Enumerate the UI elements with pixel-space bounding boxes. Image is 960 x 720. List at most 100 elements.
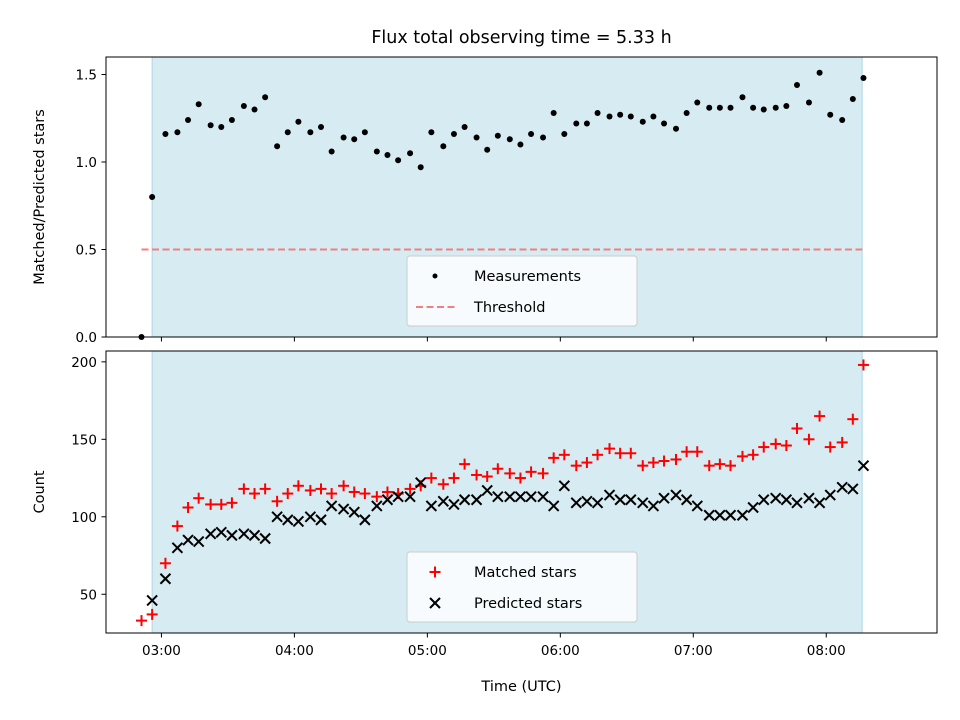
data-point (359, 514, 371, 526)
data-point (215, 526, 227, 538)
data-point (606, 113, 613, 120)
data-point (192, 535, 205, 548)
data-point (561, 131, 568, 137)
legend-marker (429, 597, 441, 609)
data-point (681, 446, 693, 458)
data-point (470, 494, 483, 506)
data-point (371, 500, 383, 512)
data-point (295, 118, 302, 125)
data-point (772, 104, 779, 111)
data-point (670, 489, 682, 501)
x-tick-label: 05:00 (408, 643, 447, 659)
data-point (803, 433, 815, 445)
data-point (537, 467, 549, 479)
data-point (494, 132, 501, 139)
y-tick-label: 1.5 (76, 68, 97, 84)
data-point (481, 484, 493, 497)
data-point (691, 446, 703, 458)
data-point (814, 410, 826, 422)
data-point (182, 501, 194, 513)
data-point (528, 131, 535, 137)
data-point (525, 466, 537, 478)
data-point (207, 122, 214, 129)
data-point (847, 413, 859, 425)
legend-item: Threshold (416, 300, 545, 316)
data-point (694, 99, 701, 106)
data-point (271, 495, 283, 507)
data-point (747, 501, 759, 514)
data-point (351, 136, 358, 143)
data-point (182, 534, 194, 546)
data-point (259, 483, 271, 495)
data-point (791, 497, 803, 509)
data-point (146, 594, 158, 607)
data-point (425, 500, 438, 512)
data-point (736, 509, 749, 521)
data-point (437, 495, 450, 508)
data-point (537, 490, 549, 503)
data-point (750, 104, 757, 111)
data-point (448, 472, 460, 484)
data-point (248, 529, 261, 542)
data-point (614, 494, 626, 506)
data-point (149, 194, 156, 200)
data-point (706, 104, 713, 111)
data-point (381, 494, 394, 506)
series-2 (146, 459, 870, 607)
data-point (658, 455, 670, 467)
data-point (471, 469, 483, 481)
legend-label: Measurements (474, 269, 581, 285)
data-point (680, 494, 693, 506)
data-point (558, 449, 570, 461)
data-point (504, 467, 516, 479)
data-point (857, 359, 869, 371)
data-point (326, 488, 338, 500)
data-point (226, 497, 238, 509)
data-point (171, 520, 183, 532)
data-point (338, 480, 350, 492)
legend-item: Matched stars (429, 565, 577, 581)
data-point (473, 134, 480, 141)
data-point (548, 452, 560, 464)
x-axis-label: Time (UTC) (480, 679, 561, 695)
data-point (240, 103, 247, 109)
data-point (570, 460, 582, 472)
data-point (174, 129, 181, 136)
data-point (461, 124, 468, 130)
data-point (847, 483, 859, 495)
data-point (770, 492, 782, 504)
data-point (361, 129, 368, 136)
data-point (492, 490, 504, 503)
data-point (259, 532, 271, 545)
series-1 (138, 69, 867, 340)
y-tick-label: 1.0 (76, 155, 97, 171)
data-point (573, 120, 580, 127)
x-tick-label: 06:00 (541, 643, 580, 659)
data-point (758, 494, 770, 506)
data-point (238, 483, 250, 495)
x-tick-label: 08:00 (807, 643, 846, 659)
data-point (661, 120, 668, 127)
data-point (458, 494, 471, 506)
data-point (857, 459, 870, 472)
data-point (672, 125, 679, 132)
data-point (540, 134, 547, 141)
data-point (450, 131, 457, 137)
data-point (647, 457, 659, 469)
data-point (658, 492, 670, 504)
top-panel: 0.0 0.5 1.0 1.5 Matched/Predicted stars Measu… (32, 56, 938, 346)
legend: Measurements Threshold (406, 255, 638, 327)
data-point (162, 131, 169, 137)
data-point (371, 491, 383, 503)
y-axis-label: Count (32, 470, 48, 513)
data-point (315, 514, 327, 526)
data-point (249, 488, 261, 500)
data-point (304, 511, 317, 523)
data-point (392, 490, 404, 503)
data-point (417, 164, 424, 171)
data-point (228, 117, 235, 123)
data-point (238, 528, 250, 540)
data-point (570, 497, 582, 509)
data-point (440, 143, 447, 150)
